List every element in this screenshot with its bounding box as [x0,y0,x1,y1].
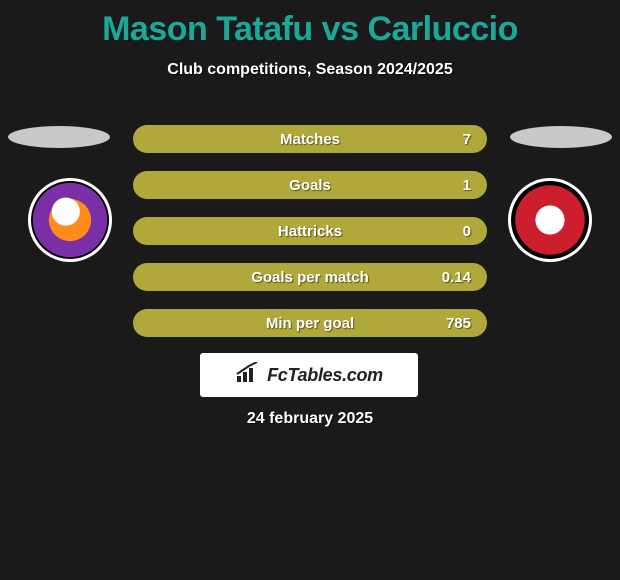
stat-label: Min per goal [133,315,487,332]
stat-label: Matches [133,131,487,148]
stat-row: Hattricks0 [133,217,487,245]
stat-value: 0 [463,223,471,240]
comparison-card: Mason Tatafu vs Carluccio Club competiti… [0,0,620,79]
stat-row: Goals1 [133,171,487,199]
stat-label: Hattricks [133,223,487,240]
player2-name: Carluccio [367,10,517,48]
chart-icon [235,362,261,389]
shadow-ellipse-left [8,126,110,148]
stat-value: 1 [463,177,471,194]
stat-label: Goals [133,177,487,194]
shadow-ellipse-right [510,126,612,148]
stat-row: Matches7 [133,125,487,153]
team-crest-left [28,178,112,262]
stat-value: 0.14 [442,269,471,286]
team-crest-right [508,178,592,262]
stats-list: Matches7Goals1Hattricks0Goals per match0… [133,125,487,355]
vs-text: vs [322,10,359,48]
stat-row: Min per goal785 [133,309,487,337]
page-title: Mason Tatafu vs Carluccio [0,0,620,49]
subtitle: Club competitions, Season 2024/2025 [0,61,620,79]
watermark-text: FcTables.com [267,365,383,386]
watermark: FcTables.com [200,353,418,397]
stat-value: 7 [463,131,471,148]
stat-label: Goals per match [133,269,487,286]
stat-row: Goals per match0.14 [133,263,487,291]
stat-value: 785 [446,315,471,332]
player1-name: Mason Tatafu [102,10,313,48]
date-text: 24 february 2025 [0,410,620,428]
